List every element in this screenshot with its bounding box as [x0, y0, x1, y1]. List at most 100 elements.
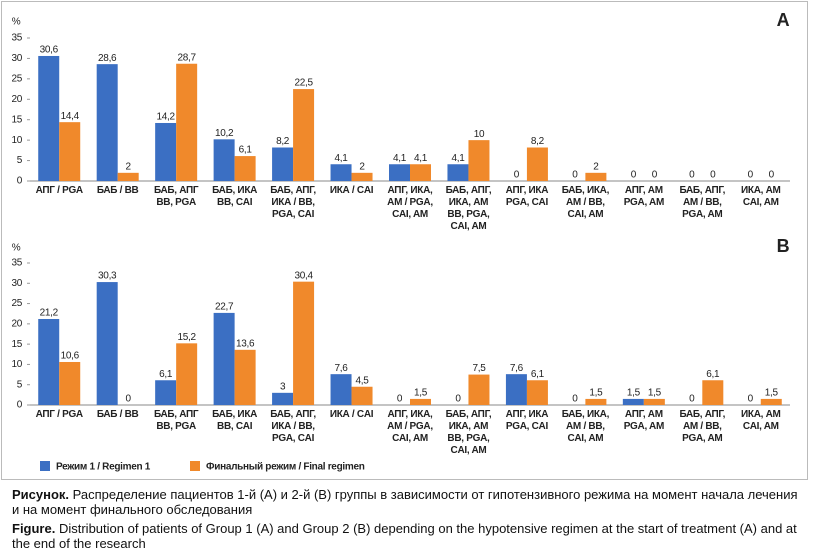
panel-label: A — [777, 10, 790, 30]
x-tick-label: БАБ, АПГ, АМ / ВВ, PGA, AM — [679, 185, 725, 220]
x-tick-label: ИКА, АМ CAI, AM — [741, 409, 781, 432]
bar — [505, 374, 527, 405]
x-tick-label: АПГ, ИКА PGA, CAI — [506, 185, 549, 208]
legend-swatch — [190, 461, 200, 471]
x-tick-label: БАБ, ИКА ВВ, CAI — [212, 409, 257, 432]
value-label: 4,5 — [356, 375, 370, 386]
bar — [272, 147, 294, 181]
bar — [468, 140, 490, 181]
value-label: 8,2 — [276, 136, 290, 147]
x-tick-label: АПГ, АМ PGA, AM — [624, 409, 664, 432]
value-label: 0 — [631, 170, 637, 181]
caption-label: Figure. — [12, 521, 56, 536]
bar — [526, 147, 548, 181]
bar — [330, 164, 352, 181]
value-label: 0 — [710, 170, 716, 181]
value-label: 0 — [652, 170, 658, 181]
y-tick-label: 25 — [11, 298, 22, 309]
caption-ru: Рисунок. Распределение пациентов 1-й (А)… — [12, 487, 802, 517]
value-label: 2 — [126, 161, 132, 172]
value-label: 8,2 — [531, 136, 545, 147]
value-label: 6,1 — [706, 369, 720, 380]
bar — [702, 380, 724, 405]
value-label: 0 — [397, 394, 403, 405]
value-label: 0 — [455, 394, 461, 405]
bar — [410, 164, 431, 181]
caption-text: Распределение пациентов 1-й (А) и 2-й (В… — [12, 487, 798, 517]
bar — [213, 312, 235, 405]
y-tick-label: 25 — [11, 73, 22, 84]
value-label: 14,2 — [157, 112, 176, 123]
y-tick-label: 20 — [11, 94, 22, 105]
value-label: 10,6 — [61, 351, 80, 362]
value-label: 0 — [689, 394, 695, 405]
legend-swatch — [40, 461, 50, 471]
caption-text: Distribution of patients of Group 1 (A) … — [12, 521, 797, 551]
bar — [155, 380, 177, 405]
y-tick-label: 10 — [11, 359, 22, 370]
value-label: 3 — [280, 381, 286, 392]
x-tick-label: АПГ, АМ PGA, AM — [624, 185, 664, 208]
bar — [155, 122, 177, 181]
value-label: 0 — [748, 394, 754, 405]
bar — [585, 398, 607, 405]
value-label: 10,2 — [215, 128, 234, 139]
y-tick-label: 15 — [11, 339, 22, 350]
bar — [38, 318, 60, 405]
y-tick-label: 20 — [11, 318, 22, 329]
value-label: 28,6 — [98, 53, 117, 64]
bar — [234, 156, 256, 181]
value-label: 1,5 — [414, 388, 428, 399]
x-tick-label: БАБ, ИКА ВВ, CAI — [212, 185, 257, 208]
value-label: 0 — [126, 394, 132, 405]
bar — [330, 374, 352, 405]
y-tick-label: 5 — [17, 379, 23, 390]
value-label: 1,5 — [765, 388, 779, 399]
bar — [117, 172, 139, 181]
legend-label: Режим 1 / Regimen 1 — [56, 462, 151, 473]
bar — [389, 164, 410, 181]
value-label: 30,6 — [40, 45, 59, 56]
value-label: 1,5 — [648, 388, 662, 399]
value-label: 0 — [572, 394, 578, 405]
value-label: 1,5 — [589, 388, 603, 399]
bar — [96, 64, 118, 181]
bar — [760, 398, 782, 405]
bar — [213, 139, 235, 181]
value-label: 15,2 — [178, 332, 197, 343]
bar — [447, 164, 469, 181]
x-tick-label: БАБ, АПГ, ИКА, АМ ВВ, PGA, CAI, AM — [446, 185, 492, 232]
x-tick-label: ИКА, АМ CAI, AM — [741, 185, 781, 208]
bar — [293, 281, 315, 405]
value-label: 4,1 — [335, 153, 349, 164]
value-label: 7,6 — [335, 363, 349, 374]
x-tick-label: БАБ / ВВ — [97, 409, 139, 420]
bar — [59, 122, 81, 181]
y-axis-label: % — [12, 243, 21, 254]
bar — [176, 343, 198, 405]
y-tick-label: 35 — [11, 258, 22, 269]
bar — [643, 398, 665, 405]
value-label: 0 — [689, 170, 695, 181]
value-label: 28,7 — [178, 52, 197, 63]
x-tick-label: БАБ, ИКА, АМ / ВВ, CAI, AM — [562, 409, 610, 444]
y-tick-label: 30 — [11, 278, 22, 289]
x-tick-label: БАБ, ИКА, АМ / ВВ, CAI, AM — [562, 185, 610, 220]
value-label: 14,4 — [61, 111, 80, 122]
y-tick-label: 15 — [11, 114, 22, 125]
value-label: 10 — [474, 129, 485, 140]
value-label: 0 — [769, 170, 775, 181]
bar — [351, 386, 373, 405]
value-label: 6,1 — [239, 145, 253, 156]
x-tick-label: БАБ, АПГ, ИКА, АМ ВВ, PGA, CAI, AM — [446, 409, 492, 456]
x-tick-label: БАБ, АПГ ВВ, PGA — [154, 409, 199, 432]
bar — [468, 374, 490, 405]
bar — [526, 380, 548, 405]
value-label: 6,1 — [531, 369, 545, 380]
value-label: 4,1 — [451, 153, 465, 164]
x-tick-label: БАБ, АПГ, АМ / ВВ, PGA, AM — [679, 409, 725, 444]
value-label: 6,1 — [159, 369, 173, 380]
value-label: 1,5 — [627, 388, 641, 399]
x-tick-label: АПГ, ИКА, АМ / PGA, CAI, AM — [387, 409, 433, 444]
